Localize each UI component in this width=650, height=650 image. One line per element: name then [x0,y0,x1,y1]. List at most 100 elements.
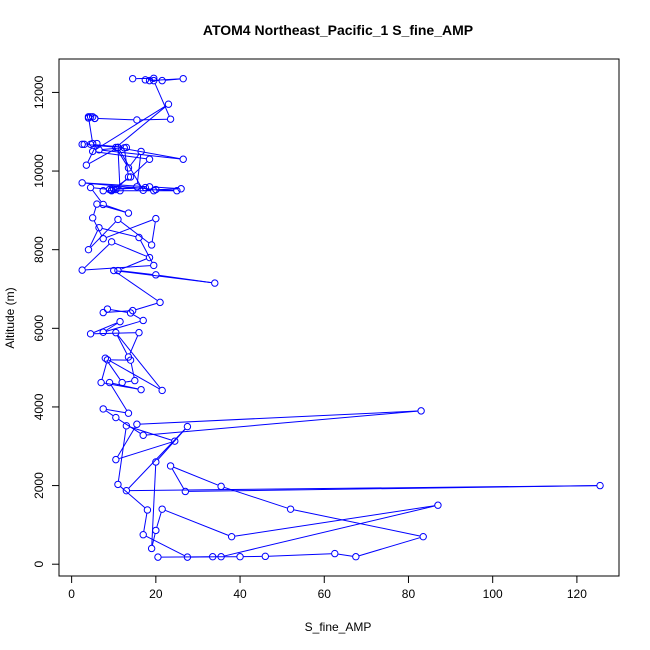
series-segment [151,221,156,242]
data-point [152,271,160,279]
data-point [145,155,154,163]
data-point [86,113,95,121]
series-segment [106,219,153,238]
data-point [95,146,103,154]
series-segment [118,106,167,146]
y-axis: 0 2000 4000 6000 8000 10000 12000 [32,75,60,568]
series-segment [108,359,160,390]
data-point [137,147,145,156]
data-point [145,183,154,191]
series-segment [110,309,128,313]
y-tick-label: 0 [32,561,46,568]
data-point [139,186,147,195]
y-tick-label: 8000 [32,236,46,263]
series-segment [105,410,114,416]
data-point [99,328,107,336]
data-point [114,143,122,152]
series-layer [78,74,604,561]
series-segment [92,190,102,202]
data-point [286,505,295,513]
series-segment [135,302,157,311]
data-point [179,74,187,83]
data-point [147,544,156,553]
x-tick-label: 60 [318,587,332,601]
data-point [128,74,137,83]
data-point [107,238,116,246]
data-point [208,553,217,561]
data-point [152,214,160,223]
data-point [166,115,175,123]
data-point [78,266,86,274]
series-segment [98,117,134,121]
data-point [118,378,126,387]
series-segment [89,230,98,247]
data-point [236,553,244,561]
data-point [116,317,124,326]
data-point [179,155,187,163]
data-point [107,187,116,195]
series-segment [119,441,172,460]
x-tick-label: 40 [233,587,247,601]
data-point [137,385,145,394]
data-point [124,353,133,361]
x-axis: 0 20 40 60 80 100 120 [68,575,587,601]
data-point [86,183,95,192]
data-point [78,140,86,149]
data-point [88,139,97,148]
data-point [122,422,131,430]
series-segment [121,270,153,275]
data-point [158,76,166,85]
data-point [86,330,95,338]
series-segment [120,221,150,244]
data-point [105,378,114,387]
series-segment [88,120,93,141]
data-point [97,378,105,387]
data-point [183,553,192,561]
data-point [80,140,88,149]
data-point [352,553,360,561]
data-point [82,161,91,169]
y-tick-label: 12000 [32,75,46,109]
data-point [133,116,141,124]
chart-title: ATOM4 Northeast_Pacific_1 S_fine_AMP [203,22,473,38]
series-segment [93,220,103,236]
data-point [141,76,150,84]
series-segment [93,207,97,215]
data-point [88,113,97,121]
data-point [131,376,139,385]
series-segment [94,144,123,148]
series-segment [84,243,110,269]
series-segment [106,205,126,213]
data-point [139,531,147,539]
series-segment [146,410,418,436]
series-segment [129,485,597,492]
series-segment [124,151,129,174]
series-segment [130,363,135,378]
series-segment [106,310,130,313]
series-segment [120,486,146,509]
series-segment [133,314,141,320]
data-point [154,553,162,561]
data-point [93,200,101,208]
data-point [227,532,236,541]
data-point [139,431,147,439]
y-tick-label: 2000 [32,472,46,499]
data-point [331,549,339,558]
data-point [124,173,133,181]
data-point [143,506,152,514]
series-segment [146,535,185,556]
series-segment [95,105,166,150]
data-point [99,234,107,243]
data-point [112,455,120,464]
series-segment [151,533,156,546]
data-point [133,420,141,428]
data-point [95,223,103,232]
data-point [150,187,158,195]
series-segment [117,426,136,457]
data-point [99,200,107,209]
data-point [150,76,158,85]
series-segment [224,505,435,557]
series-segment [106,360,121,380]
data-point [114,266,122,275]
data-point [126,309,135,317]
